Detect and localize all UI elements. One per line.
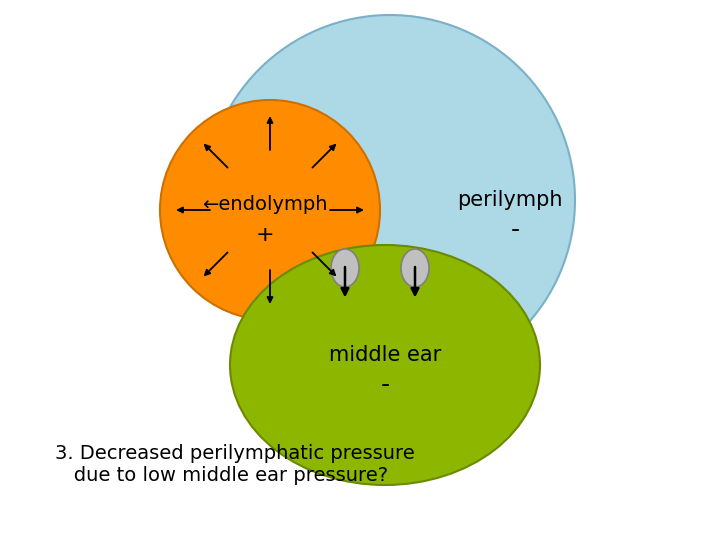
Text: -: - bbox=[380, 373, 390, 397]
Text: +: + bbox=[256, 225, 274, 245]
Ellipse shape bbox=[230, 245, 540, 485]
Text: -: - bbox=[510, 218, 520, 242]
Circle shape bbox=[160, 100, 380, 320]
Circle shape bbox=[205, 15, 575, 385]
Ellipse shape bbox=[401, 249, 429, 287]
Ellipse shape bbox=[331, 249, 359, 287]
Text: 3. Decreased perilymphatic pressure
   due to low middle ear pressure?: 3. Decreased perilymphatic pressure due … bbox=[55, 444, 415, 485]
Text: ←endolymph: ←endolymph bbox=[202, 195, 328, 214]
Text: perilymph: perilymph bbox=[457, 190, 563, 210]
Text: middle ear: middle ear bbox=[329, 345, 441, 365]
